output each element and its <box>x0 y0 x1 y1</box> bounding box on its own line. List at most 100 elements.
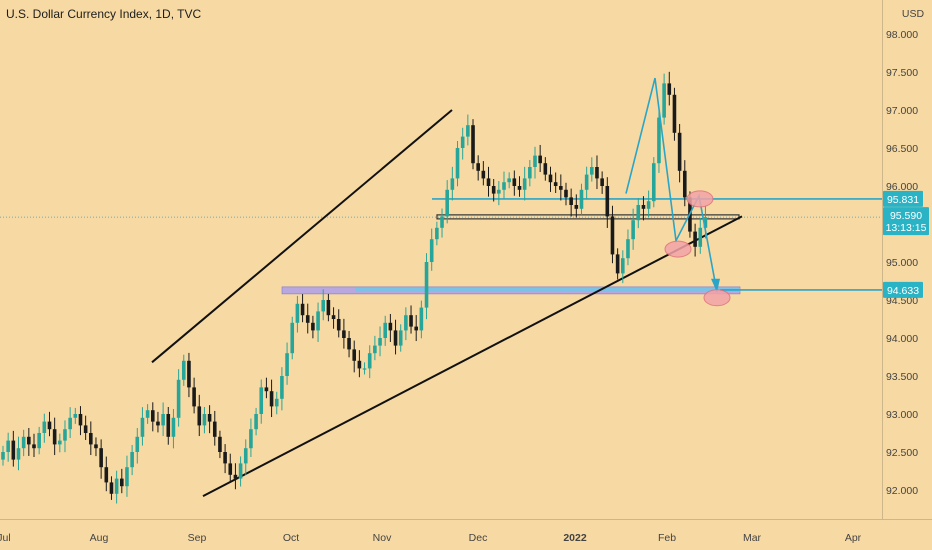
y-tick-label: 97.000 <box>886 105 918 117</box>
candle-body <box>114 478 119 494</box>
candle-body <box>202 414 207 426</box>
candle-body <box>233 474 238 479</box>
candle-body <box>150 410 155 422</box>
candle-body <box>378 338 382 346</box>
y-tick-label: 95.000 <box>886 257 918 269</box>
candle-body <box>83 425 88 433</box>
target-ellipse[interactable] <box>703 289 731 307</box>
candle-body <box>522 178 527 190</box>
projection-path[interactable] <box>625 77 718 293</box>
candle-body <box>11 440 16 460</box>
candle-body <box>600 178 604 186</box>
y-tick-label: 97.500 <box>886 67 918 79</box>
candle-body <box>78 414 83 426</box>
candle-body <box>590 167 594 175</box>
candle-body <box>362 368 367 370</box>
candle-body <box>269 391 274 407</box>
x-tick-label: Nov <box>373 532 392 544</box>
x-tick-label: Oct <box>283 532 299 544</box>
currency-label: USD <box>902 8 925 20</box>
candle-body <box>32 444 36 449</box>
y-tick-label: 93.500 <box>886 371 918 383</box>
candle-body <box>579 189 584 209</box>
candle-body <box>321 300 326 312</box>
candle-body <box>698 227 703 247</box>
target-ellipse[interactable] <box>686 190 714 208</box>
candle-body <box>548 174 553 183</box>
candle-body <box>16 448 21 460</box>
candle-body <box>559 186 563 190</box>
upper-trendline[interactable] <box>151 109 453 364</box>
candle-body <box>21 436 26 449</box>
candle-body <box>466 125 470 137</box>
candle-body <box>471 125 475 164</box>
candle-body <box>254 414 258 430</box>
candle-body <box>497 189 501 194</box>
last-price-tag: 95.590 <box>890 210 922 222</box>
candle-body <box>450 178 455 190</box>
candle-body <box>486 178 491 186</box>
candle-body <box>543 163 548 175</box>
x-tick-label: Apr <box>845 532 862 544</box>
candle-body <box>667 83 672 95</box>
candle-body <box>569 197 573 205</box>
candle-body <box>398 330 403 346</box>
chart-title: U.S. Dollar Currency Index, 1D, TVC <box>6 7 202 21</box>
candle-body <box>373 345 377 354</box>
candle-body <box>388 322 393 331</box>
candle-body <box>125 467 129 487</box>
candle-body <box>109 482 114 494</box>
lower-trendline[interactable] <box>202 215 743 497</box>
y-tick-label: 98.000 <box>886 29 918 41</box>
candle-body <box>347 338 351 350</box>
x-tick-label: 2022 <box>563 532 587 544</box>
candle-body <box>274 398 279 407</box>
candle-body <box>367 353 372 369</box>
candle-body <box>326 300 331 316</box>
candle-body <box>409 315 413 327</box>
candle-body <box>156 421 160 426</box>
countdown-tag: 13:13:15 <box>886 222 927 234</box>
candle-body <box>316 311 320 331</box>
candle-body <box>455 148 460 179</box>
candle-body <box>584 174 589 190</box>
candle-body <box>161 414 165 426</box>
candle-body <box>476 163 480 171</box>
x-tick-label: Dec <box>469 532 488 544</box>
candle-body <box>342 330 346 338</box>
candle-body <box>27 436 31 445</box>
candle-body <box>42 421 47 433</box>
candle-body <box>440 216 444 228</box>
candle-body <box>357 360 362 369</box>
candle-body <box>574 205 579 209</box>
candle-body <box>207 414 212 422</box>
price-axis-panel[interactable] <box>882 0 932 550</box>
candle-body <box>295 303 300 323</box>
candle-body <box>218 436 222 452</box>
candle-body <box>682 170 687 198</box>
y-tick-label: 94.500 <box>886 295 918 307</box>
candle-body <box>460 136 465 148</box>
candle-body <box>331 315 336 319</box>
candle-body <box>99 448 103 468</box>
candle-body <box>445 189 449 217</box>
candle-body <box>212 421 217 437</box>
x-tick-label: Jul <box>0 532 11 544</box>
candle-body <box>181 360 186 380</box>
y-tick-label: 96.500 <box>886 143 918 155</box>
candle-body <box>626 239 630 259</box>
candle-body <box>290 322 295 354</box>
target-ellipse[interactable] <box>664 240 692 258</box>
candle-body <box>197 406 202 426</box>
level-tag-94633-bg <box>883 281 923 298</box>
candle-body <box>187 360 191 388</box>
candle-body <box>507 178 511 183</box>
x-tick-label: Sep <box>188 532 207 544</box>
candle-body <box>533 155 537 167</box>
candle-body <box>672 94 677 133</box>
level-tag-94633: 94.633 <box>887 285 919 297</box>
support-zone-highlight <box>355 287 740 292</box>
candle-body <box>703 217 708 228</box>
